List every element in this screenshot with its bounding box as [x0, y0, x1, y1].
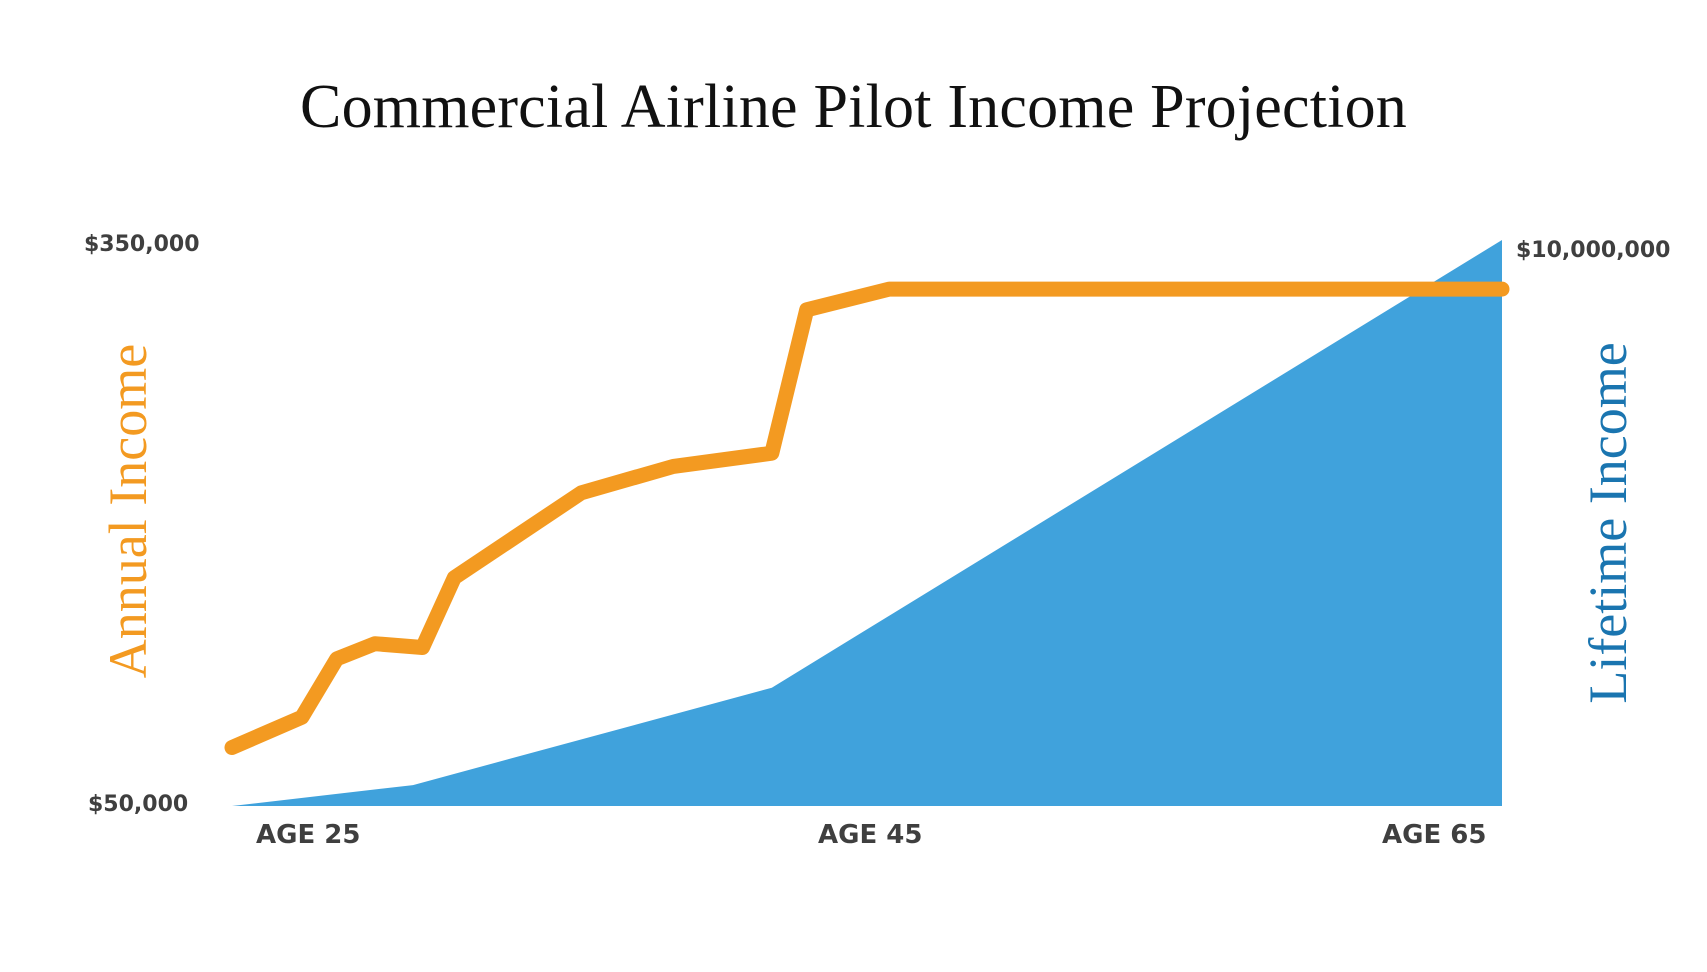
chart-title: Commercial Airline Pilot Income Projecti… — [300, 73, 1407, 141]
left-axis-title: Annual Income — [98, 343, 158, 679]
annual-income-line — [224, 281, 1510, 755]
x-axis-tick-age-45: AGE 45 — [818, 820, 923, 850]
right-axis-tick-top: $10,000,000 — [1516, 238, 1671, 263]
x-axis-tick-age-25: AGE 25 — [256, 820, 361, 850]
x-axis-tick-age-65: AGE 65 — [1382, 820, 1487, 850]
left-axis-tick-top: $350,000 — [84, 232, 200, 257]
left-axis-tick-bottom: $50,000 — [88, 792, 189, 817]
right-axis-title: Lifetime Income — [1578, 342, 1638, 704]
lifetime-income-area — [232, 240, 1502, 806]
